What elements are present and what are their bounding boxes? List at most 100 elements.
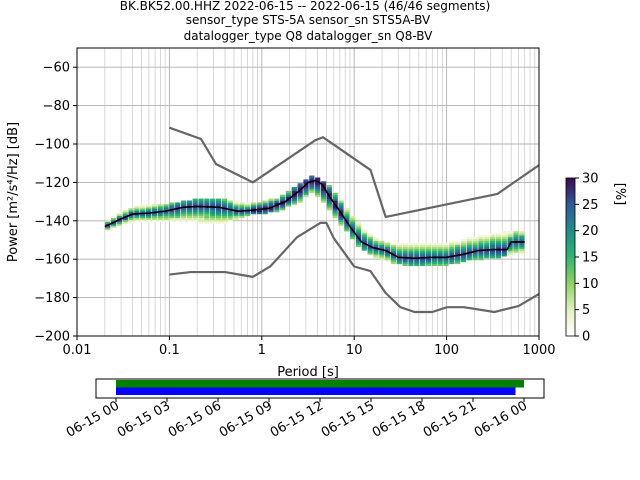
y-tick-label: −120 (34, 176, 70, 191)
density-cell (396, 244, 402, 247)
density-cell (315, 177, 321, 180)
psd-density-layer (105, 175, 525, 267)
density-cell (350, 235, 356, 238)
density-cell (105, 225, 111, 228)
density-cell (227, 215, 233, 219)
x-tick-label: 0.01 (63, 343, 92, 358)
density-cell (145, 204, 152, 207)
density-cell (274, 198, 280, 201)
density-cell (250, 204, 257, 207)
coverage-tick-label: 06-15 03 (115, 398, 173, 440)
density-cell (425, 252, 432, 255)
density-cell (449, 242, 455, 245)
density-cell (151, 217, 157, 220)
density-cell (192, 208, 198, 211)
density-cell (437, 246, 443, 249)
density-cell (443, 246, 449, 249)
density-cell (280, 194, 286, 197)
coverage-tick-label: 06-16 00 (472, 398, 530, 440)
density-cell (256, 210, 262, 213)
density-cell (507, 254, 513, 257)
density-cell (460, 248, 467, 251)
density-cell (128, 212, 134, 215)
density-cell (128, 208, 134, 211)
density-cell (408, 261, 414, 265)
density-cell (309, 175, 315, 178)
density-cell (151, 219, 157, 222)
density-cell (192, 219, 198, 222)
density-cell (192, 212, 198, 215)
density-cell (163, 208, 169, 211)
density-cell (367, 235, 373, 238)
density-cell (326, 190, 332, 194)
density-cell (332, 212, 338, 215)
density-cell (466, 240, 472, 244)
density-cell (280, 208, 286, 211)
density-cell (495, 244, 502, 247)
density-cell (163, 204, 169, 207)
colorbar-label: [%] (612, 183, 627, 206)
density-cell (478, 246, 484, 249)
density-cell (344, 215, 350, 219)
density-cell (402, 261, 408, 265)
density-cell (472, 244, 478, 247)
density-cell (180, 208, 187, 211)
density-cell (367, 236, 373, 240)
density-cell (221, 221, 227, 224)
density-cell (157, 206, 163, 209)
density-cell (414, 250, 420, 253)
density-cell (519, 238, 525, 242)
density-cell (402, 263, 408, 267)
density-cell (414, 248, 420, 251)
density-cell (519, 233, 525, 236)
density-cell (443, 261, 449, 265)
density-cell (396, 260, 402, 263)
density-cell (250, 208, 257, 211)
density-cell (309, 179, 315, 182)
density-cell (128, 215, 134, 219)
x-tick-label: 0.1 (159, 343, 180, 358)
density-cell (385, 256, 391, 259)
density-cell (233, 204, 239, 207)
density-cell (326, 202, 332, 205)
density-cell (443, 250, 449, 253)
colorbar-tick-label: 10 (582, 277, 599, 292)
density-cell (379, 258, 385, 261)
density-cell (478, 244, 484, 247)
chart-title-line-2: sensor_type STS-5A sensor_sn STS5A-BV (186, 13, 431, 27)
density-cell (175, 206, 181, 209)
density-cell (210, 208, 216, 211)
density-cell (262, 204, 268, 207)
coverage-tick-label: 06-15 06 (166, 398, 224, 440)
colorbar-tick-label: 25 (582, 198, 599, 213)
density-cell (519, 242, 525, 245)
density-cell (145, 206, 152, 209)
density-cell (425, 248, 432, 251)
density-cell (110, 215, 117, 219)
density-cell (140, 208, 146, 211)
density-cell (338, 223, 344, 226)
coverage-tick-label: 06-15 18 (370, 398, 428, 440)
density-cell (355, 238, 362, 242)
density-cell (484, 246, 490, 249)
density-cell (425, 250, 432, 253)
density-cell (431, 260, 437, 263)
density-cell (105, 227, 111, 230)
density-cell (215, 198, 222, 201)
density-cell (420, 252, 426, 255)
density-cell (449, 254, 455, 257)
density-cell (385, 260, 391, 263)
density-cell (408, 252, 414, 255)
density-cell (262, 212, 268, 215)
density-cell (186, 217, 192, 220)
density-cell (332, 200, 338, 203)
density-cell (122, 221, 128, 224)
density-cell (478, 256, 484, 259)
density-cell (519, 252, 525, 255)
density-cell (478, 240, 484, 244)
density-cell (163, 219, 169, 222)
density-cell (484, 250, 490, 253)
x-tick-label: 10 (346, 343, 363, 358)
density-cell (507, 233, 513, 236)
density-cell (320, 183, 327, 186)
